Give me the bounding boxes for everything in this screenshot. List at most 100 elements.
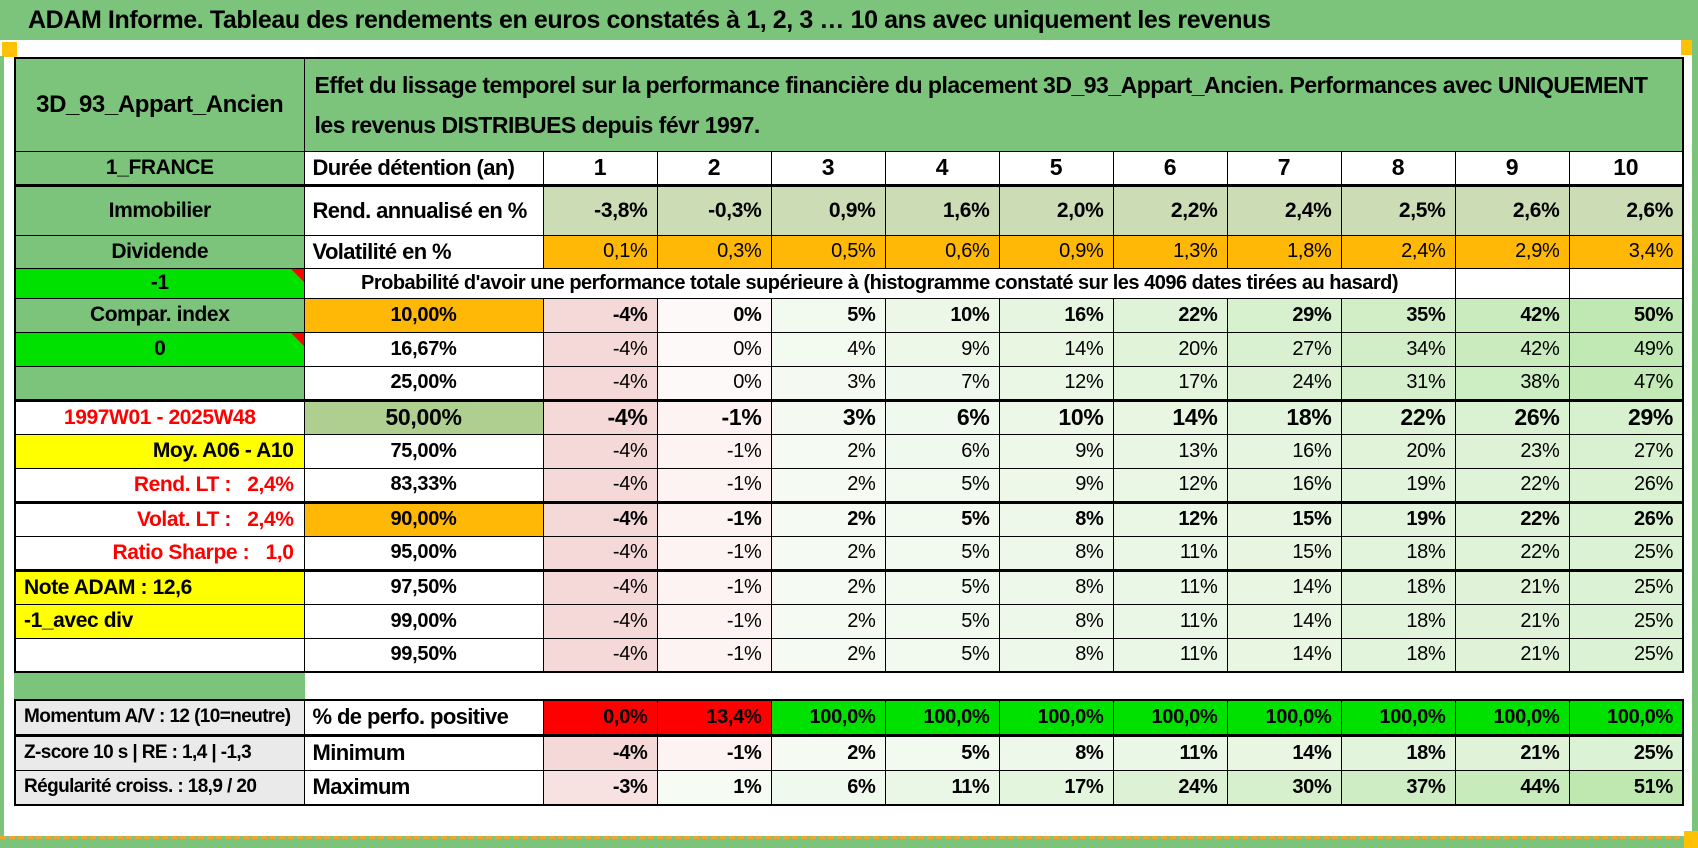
data-cell[interactable]: 100,0% (1112, 699, 1228, 737)
data-cell[interactable]: 21% (1454, 734, 1570, 771)
data-cell[interactable]: 4 (884, 150, 1000, 187)
data-cell[interactable]: 19% (1340, 467, 1456, 503)
data-cell[interactable]: -1% (656, 603, 772, 639)
row-label-b[interactable]: 10,00% (303, 297, 544, 333)
data-cell[interactable]: 0,9% (770, 184, 886, 236)
data-cell[interactable]: 14% (1226, 734, 1342, 771)
data-cell[interactable]: 13,4% (656, 699, 772, 737)
data-cell[interactable]: -4% (542, 734, 658, 771)
data-cell[interactable]: 29% (1226, 297, 1342, 333)
row-label-a[interactable]: Moy. A06 - A10 (14, 433, 305, 469)
data-cell[interactable]: 8% (998, 603, 1114, 639)
data-cell[interactable]: 20% (1112, 331, 1228, 367)
data-cell[interactable]: 34% (1340, 331, 1456, 367)
data-cell[interactable]: 1,6% (884, 184, 1000, 236)
data-cell[interactable]: 17% (998, 769, 1114, 806)
data-cell[interactable]: 8% (998, 637, 1114, 673)
data-cell[interactable]: 44% (1454, 769, 1570, 806)
data-cell[interactable]: 1,3% (1112, 234, 1228, 269)
data-cell[interactable]: -1% (656, 535, 772, 572)
data-cell[interactable]: 3% (770, 398, 886, 435)
data-cell[interactable]: 100,0% (998, 699, 1114, 737)
data-cell[interactable]: 1 (542, 150, 658, 187)
data-cell[interactable]: 20% (1340, 433, 1456, 469)
data-cell[interactable]: 0% (656, 365, 772, 401)
data-cell[interactable]: 100,0% (1454, 699, 1570, 737)
row-label-b[interactable]: Minimum (303, 734, 544, 771)
data-cell[interactable]: 2% (770, 433, 886, 469)
data-cell[interactable]: 25% (1568, 637, 1684, 673)
data-cell[interactable]: 16% (998, 297, 1114, 333)
data-cell[interactable]: 0,3% (656, 234, 772, 269)
data-cell[interactable]: -4% (542, 331, 658, 367)
row-label-b[interactable]: 83,33% (303, 467, 544, 503)
data-cell[interactable]: 24% (1226, 365, 1342, 401)
data-cell[interactable]: -4% (542, 365, 658, 401)
data-cell[interactable]: -1% (656, 734, 772, 771)
data-cell[interactable]: 6% (884, 398, 1000, 435)
data-cell[interactable]: 1,8% (1226, 234, 1342, 269)
data-cell[interactable]: 14% (1226, 569, 1342, 605)
data-cell[interactable]: 5% (884, 637, 1000, 673)
data-cell[interactable]: 5% (884, 467, 1000, 503)
data-cell[interactable]: 51% (1568, 769, 1684, 806)
data-cell[interactable]: 2,4% (1226, 184, 1342, 236)
row-label-b[interactable]: Maximum (303, 769, 544, 806)
data-cell[interactable]: -4% (542, 637, 658, 673)
row-label-b[interactable]: Volatilité en % (303, 234, 544, 269)
data-cell[interactable]: 18% (1340, 637, 1456, 673)
data-cell[interactable]: 14% (998, 331, 1114, 367)
data-cell[interactable]: 2% (770, 467, 886, 503)
row-label-a[interactable]: 0 (14, 331, 305, 367)
data-cell[interactable]: 8% (998, 535, 1114, 572)
data-cell[interactable]: 6% (770, 769, 886, 806)
row-label-a[interactable]: 1997W01 - 2025W48 (14, 398, 305, 435)
row-label-a[interactable]: 1_FRANCE (14, 150, 305, 187)
data-cell[interactable]: 11% (884, 769, 1000, 806)
data-cell[interactable]: 23% (1454, 433, 1570, 469)
data-cell[interactable]: 2% (770, 535, 886, 572)
data-cell[interactable]: 11% (1112, 569, 1228, 605)
data-cell[interactable]: 0,9% (998, 234, 1114, 269)
data-cell[interactable]: 25% (1568, 734, 1684, 771)
asset-name-cell[interactable]: 3D_93_Appart_Ancien (14, 57, 305, 152)
data-cell[interactable]: 2,6% (1454, 184, 1570, 236)
data-cell[interactable]: 5% (884, 569, 1000, 605)
data-cell[interactable]: 22% (1454, 467, 1570, 503)
row-label-b[interactable]: 50,00% (303, 398, 544, 435)
header-description-cell[interactable]: Effet du lissage temporel sur la perform… (303, 57, 1684, 152)
data-cell[interactable]: 15% (1226, 535, 1342, 572)
data-cell[interactable]: 16% (1226, 467, 1342, 503)
data-cell[interactable]: -4% (542, 398, 658, 435)
row-label-a[interactable] (14, 365, 305, 401)
data-cell[interactable]: 100,0% (1340, 699, 1456, 737)
data-cell[interactable]: 9% (998, 467, 1114, 503)
data-cell[interactable]: 14% (1112, 398, 1228, 435)
data-cell[interactable]: 100,0% (770, 699, 886, 737)
data-cell[interactable]: 5 (998, 150, 1114, 187)
data-cell[interactable]: 18% (1340, 535, 1456, 572)
data-cell[interactable]: 100,0% (1226, 699, 1342, 737)
row-label-a[interactable]: Compar. index (14, 297, 305, 333)
data-cell[interactable]: 2% (770, 734, 886, 771)
row-label-b[interactable]: 99,50% (303, 637, 544, 673)
row-label-a[interactable]: Note ADAM : 12,6 (14, 569, 305, 605)
data-cell[interactable]: 9% (884, 331, 1000, 367)
data-cell[interactable]: 5% (884, 500, 1000, 537)
data-cell[interactable]: 18% (1340, 603, 1456, 639)
data-cell[interactable]: 2,9% (1454, 234, 1570, 269)
row-label-a[interactable]: Momentum A/V : 12 (10=neutre) (14, 699, 305, 737)
data-cell[interactable]: 29% (1568, 398, 1684, 435)
row-label-a[interactable]: Immobilier (14, 184, 305, 236)
data-cell[interactable]: 10 (1568, 150, 1684, 187)
data-cell[interactable]: 0% (656, 331, 772, 367)
data-cell[interactable]: 2% (770, 569, 886, 605)
data-cell[interactable]: 22% (1340, 398, 1456, 435)
data-cell[interactable]: 17% (1112, 365, 1228, 401)
row-label-a[interactable]: -1 (14, 267, 305, 299)
data-cell[interactable]: 7% (884, 365, 1000, 401)
data-cell[interactable]: 21% (1454, 637, 1570, 673)
row-label-a[interactable]: Rend. LT : 2,4% (14, 467, 305, 503)
data-cell[interactable]: 22% (1454, 500, 1570, 537)
data-cell[interactable]: 10% (884, 297, 1000, 333)
